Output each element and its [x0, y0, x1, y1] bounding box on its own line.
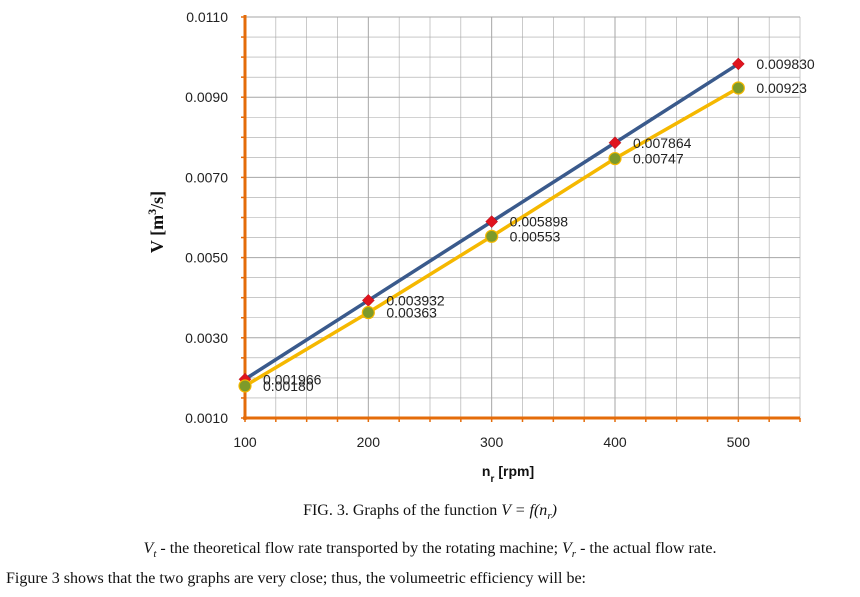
data-point-circle: [485, 229, 499, 243]
data-labels: 0.001966 0.003932 0.005898 0.007864 0.009830…: [263, 56, 815, 394]
grid: [244, 16, 801, 419]
y-tick-label: 0.0050: [185, 250, 228, 266]
x-tick-label: 500: [727, 434, 751, 450]
x-tick-label: 400: [603, 434, 627, 450]
data-label: 0.003932: [386, 292, 445, 308]
data-point-circle: [361, 305, 375, 320]
x-tick-label: 300: [480, 434, 504, 450]
x-tick-label: 200: [357, 434, 381, 450]
x-tick-label: 100: [233, 434, 257, 450]
chart-svg: 0.0110 0.0090 0.0070 0.0050 0.0030 0.0010 100…: [145, 9, 815, 485]
y-tick-label: 0.0010: [185, 410, 228, 426]
x-axis-label: nr [rpm]: [482, 463, 534, 485]
data-point-circle: [731, 81, 745, 95]
data-label: 0.001966: [263, 371, 322, 387]
y-tick-label: 0.0090: [185, 89, 228, 105]
data-label: 0.005898: [510, 214, 569, 230]
data-point-circle: [238, 379, 252, 393]
data-point-diamond: [485, 215, 499, 228]
axes: [241, 15, 801, 422]
y-tick-label: 0.0030: [185, 330, 228, 346]
x-tick-labels: 100 200 300 400 500: [233, 434, 750, 450]
y-tick-label: 0.0070: [185, 169, 228, 185]
data-label: 0.009830: [756, 56, 815, 72]
data-point-circle: [608, 151, 622, 166]
y-axis-label: V [m3/s]: [145, 191, 167, 253]
data-label: 0.00747: [633, 151, 684, 167]
data-label: 0.007864: [633, 135, 692, 151]
data-label: 0.00553: [510, 228, 561, 244]
figure-caption: FIG. 3. Graphs of the function V = f(nr): [303, 502, 557, 523]
data-label: 0.00363: [386, 305, 437, 321]
data-point-diamond: [608, 136, 622, 150]
series-markers: [238, 57, 745, 393]
data-point-diamond: [731, 57, 745, 71]
data-label: 0.00923: [756, 80, 807, 96]
y-tick-labels: 0.0110 0.0090 0.0070 0.0050 0.0030 0.0010: [185, 9, 228, 426]
series-description: Vt - the theoretical flow rate transport…: [143, 540, 717, 561]
data-label: 0.00180: [263, 378, 314, 394]
body-paragraph: Figure 3 shows that the two graphs are v…: [6, 570, 586, 587]
y-tick-label: 0.0110: [186, 9, 228, 25]
